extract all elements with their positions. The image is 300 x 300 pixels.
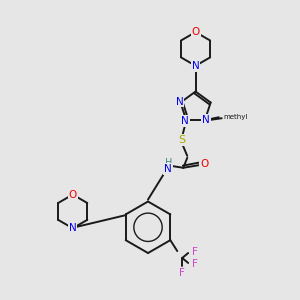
Text: N: N (176, 97, 183, 106)
Text: S: S (179, 135, 186, 145)
Text: F: F (192, 259, 198, 269)
Text: N: N (202, 115, 210, 125)
Text: N: N (69, 223, 76, 233)
Text: O: O (69, 190, 77, 200)
Text: H: H (165, 158, 172, 168)
Text: methyl: methyl (224, 114, 248, 120)
Text: F: F (192, 247, 198, 257)
Text: N: N (182, 116, 189, 126)
Text: F: F (179, 268, 185, 278)
Text: N: N (192, 61, 200, 71)
Text: O: O (191, 27, 200, 37)
Text: O: O (200, 159, 208, 169)
Text: N: N (164, 164, 171, 174)
